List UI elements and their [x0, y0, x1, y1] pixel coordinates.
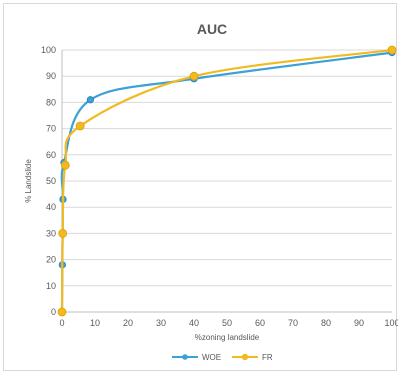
y-tick-label: 10: [46, 281, 56, 291]
y-tick-label: 40: [46, 202, 56, 212]
x-tick-label: 40: [189, 318, 199, 328]
grid-lines: [62, 49, 392, 287]
series-group: [57, 45, 397, 317]
auc-chart: AUC 0 10 20 30 40 50 60 70 80 90 100 0 10 20 30 40 50 60…: [24, 21, 398, 362]
chart-title: AUC: [197, 21, 227, 37]
y-tick-labels: 0 10 20 30 40 50 60 70 80 90 100: [41, 45, 56, 317]
chart-frame: AUC 0 10 20 30 40 50 60 70 80 90 100 0 10 20 30 40 50 60…: [3, 3, 398, 371]
y-axis-title: % Landslide: [24, 159, 33, 203]
x-tick-label: 30: [156, 318, 166, 328]
legend: WOE FR: [172, 353, 273, 362]
x-tick-label: 0: [59, 318, 64, 328]
x-tick-label: 60: [255, 318, 265, 328]
y-tick-label: 20: [46, 255, 56, 265]
x-tick-label: 20: [123, 318, 133, 328]
data-point-fr: [75, 121, 85, 131]
x-tick-label: 90: [354, 318, 364, 328]
y-tick-label: 60: [46, 150, 56, 160]
data-point-fr: [58, 228, 68, 238]
legend-marker-woe: [182, 354, 188, 360]
legend-marker-fr: [241, 353, 249, 361]
y-tick-label: 80: [46, 97, 56, 107]
x-tick-label: 80: [321, 318, 331, 328]
y-tick-label: 0: [51, 307, 56, 317]
y-tick-label: 50: [46, 176, 56, 186]
x-tick-labels: 0 10 20 30 40 50 60 70 80 90 100: [59, 318, 398, 328]
y-tick-label: 100: [41, 45, 56, 55]
y-tick-label: 30: [46, 228, 56, 238]
y-tick-label: 90: [46, 71, 56, 81]
data-point-fr: [387, 45, 397, 55]
data-point-fr: [57, 307, 67, 317]
x-tick-label: 10: [90, 318, 100, 328]
series-line-woe: [60, 51, 393, 313]
legend-label-woe: WOE: [202, 353, 221, 362]
x-tick-label: 100: [384, 318, 398, 328]
x-tick-label: 70: [288, 318, 298, 328]
legend-label-fr: FR: [262, 353, 273, 362]
data-point-fr: [60, 160, 70, 170]
y-tick-label: 70: [46, 124, 56, 134]
x-tick-label: 50: [222, 318, 232, 328]
data-point-fr: [189, 71, 199, 81]
x-axis-title: %zoning landslide: [195, 333, 260, 342]
data-point-woe: [86, 96, 94, 104]
